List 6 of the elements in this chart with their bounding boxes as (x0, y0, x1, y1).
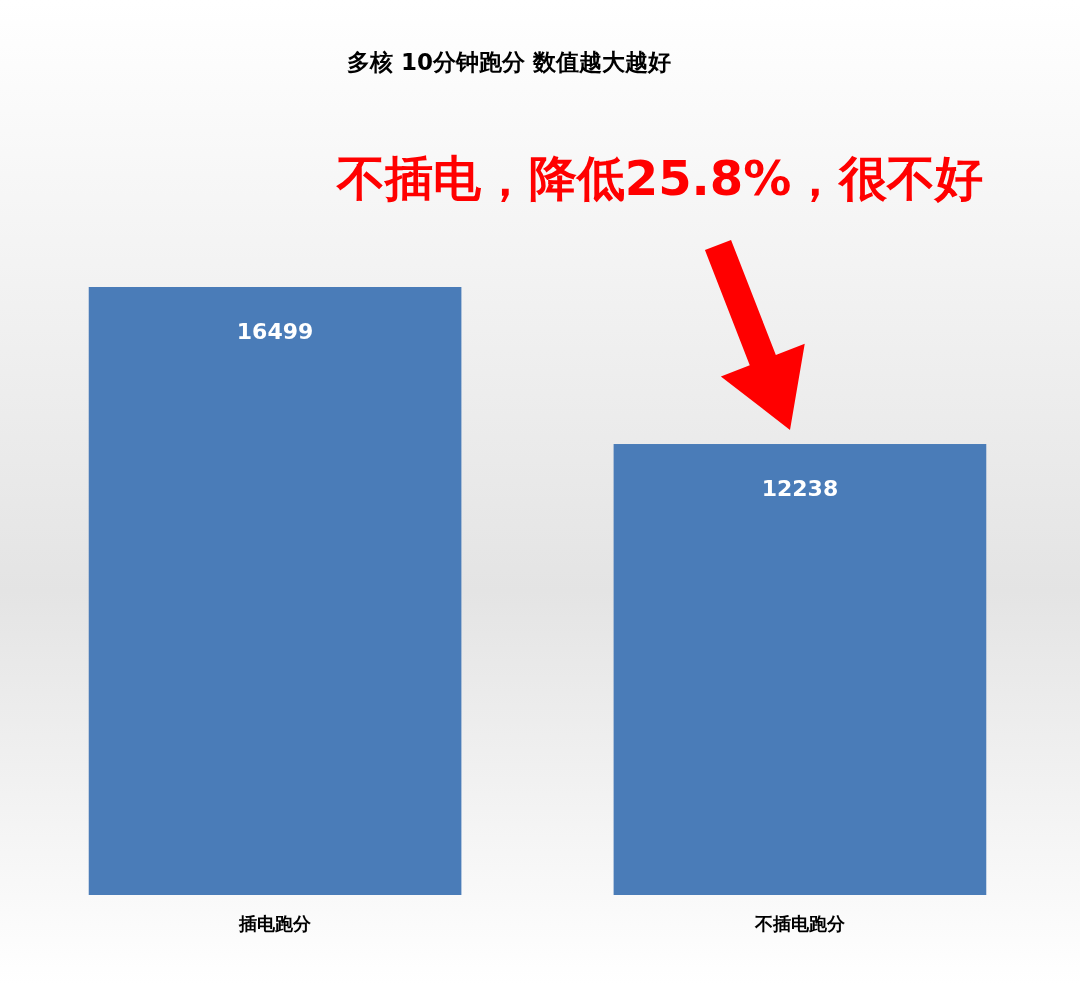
x-tick-label: 插电跑分 (238, 913, 313, 934)
chart-title: 多核 10分钟跑分 数值越大越好 (346, 49, 672, 75)
data-label: 16499 (236, 319, 314, 344)
data-label: 12238 (761, 476, 839, 502)
text: 不插电，降低25.8%，很不好 (335, 150, 984, 206)
x-tick-label: 不插电跑分 (753, 913, 846, 934)
